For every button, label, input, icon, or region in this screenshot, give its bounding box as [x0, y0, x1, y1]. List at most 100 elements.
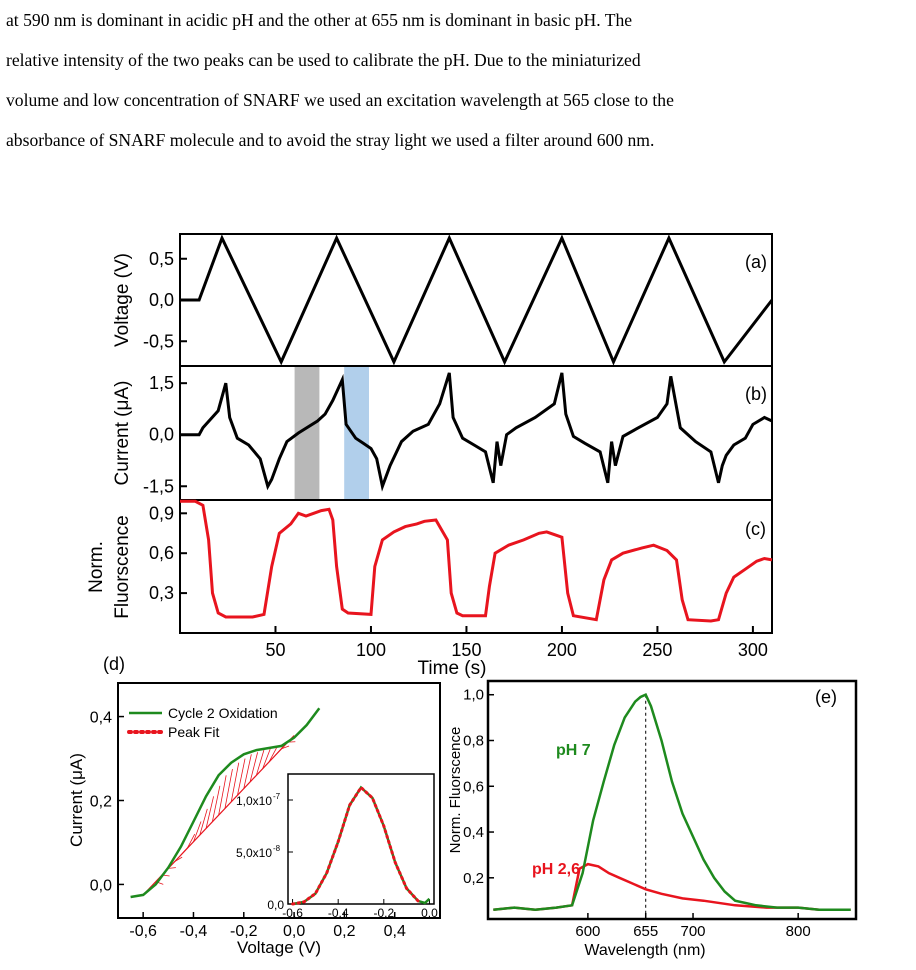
panel-e-xticks: 600 655 700 800: [575, 913, 811, 940]
xtick-label: 0,0: [283, 923, 305, 940]
panel-a: 0,5 0,0 -0,5 (a) Voltage (V): [112, 233, 774, 367]
panel-b: 1,5 0,0 -1,5 (b) Current (μA): [112, 365, 773, 501]
hatch-line: [249, 752, 259, 783]
inset-ytick-label: 0,0: [267, 898, 284, 912]
xtick-label: -0,6: [129, 923, 157, 940]
panel-c-ylabel-1: Norm.: [86, 541, 107, 593]
highlight-blue: [344, 367, 369, 499]
hatch-line: [211, 785, 221, 822]
panel-d-yticks: 0,4 0,2 0,0: [90, 710, 124, 894]
panel-e-ylabel: Norm. Fluorscence: [447, 727, 464, 854]
inset-xtick-label: -0,6: [282, 906, 303, 920]
inset-fit-line: [291, 785, 420, 906]
ph7-spectrum: [493, 693, 851, 912]
ytick-label: 0,2: [463, 870, 484, 887]
inset-xticks: -0,6 -0,4 -0,2 0,0: [282, 899, 438, 920]
xtick-label: 200: [547, 640, 577, 660]
inset-ytick-exponent: -7: [273, 792, 281, 801]
hatch-line: [186, 833, 196, 849]
ytick-label: 0,8: [463, 733, 484, 750]
xtick-label: 250: [642, 640, 672, 660]
xtick-label: 300: [738, 640, 768, 660]
peak-area-hatch: [155, 741, 296, 885]
inset-frame: [287, 773, 435, 905]
hatch-line: [224, 768, 233, 809]
panel-e-xlabel: Wavelength (nm): [584, 942, 705, 959]
hatch-line: [199, 808, 208, 836]
hatch-line: [262, 748, 271, 769]
paragraph-line: relative intensity of the two peaks can …: [6, 50, 641, 70]
paragraph-line: absorbance of SNARF molecule and to avoi…: [6, 130, 655, 150]
panel-e-yticks: 1,0 0,8 0,6 0,4 0,2: [463, 687, 494, 887]
ytick-label: -1,5: [143, 476, 174, 496]
xtick-label: -0,4: [180, 923, 208, 940]
panel-label-d: (d): [103, 654, 125, 674]
panel-c-frame: [179, 499, 773, 634]
panel-d-ylabel: Current (μA): [67, 753, 86, 847]
ytick-label: 0,6: [463, 778, 484, 795]
hatch-line: [168, 867, 176, 869]
hatch-line: [193, 821, 202, 842]
xtick-label: 0,2: [333, 923, 355, 940]
panel-c-yticks: 0,9 0,6 0,3: [149, 503, 187, 603]
inset-xtick-label: 0,0: [421, 906, 438, 920]
panel-b-yticks: 1,5 0,0 -1,5: [143, 373, 187, 496]
xtick-label: -0,2: [230, 923, 258, 940]
hatch-line: [255, 750, 265, 776]
inset-ytick-label: 5,0x10: [236, 846, 272, 860]
xtick-label: 800: [786, 923, 811, 940]
inset-ytick-exponent: -8: [273, 844, 281, 853]
panel-d-xlabel: Voltage (V): [237, 938, 321, 957]
xtick-label: 50: [265, 640, 285, 660]
series-label-ph26: pH 2,6: [532, 861, 580, 878]
panel-label-a: (a): [745, 252, 767, 272]
series-label-ph7: pH 7: [556, 742, 591, 759]
xtick-label: 655: [633, 923, 658, 940]
ytick-label: -0,5: [143, 331, 174, 351]
hatch-line: [218, 775, 227, 816]
fluorescence-line: [180, 499, 773, 623]
xtick-label: 700: [681, 923, 706, 940]
inset-ytick-label: 1,0x10: [236, 794, 272, 808]
panel-c: 0,9 0,6 0,3 50 100 150 200 250 300 (c) Norm. Fl…: [86, 499, 773, 679]
ytick-label: 0,0: [149, 425, 174, 445]
xtick-label: 100: [356, 640, 386, 660]
inset-yticks: 1,0x10 -7 5,0x10 -8 0,0: [236, 792, 293, 912]
panel-c-xlabel: Time (s): [418, 658, 487, 679]
panel-c-ylabel-2: Fluorscence: [112, 515, 133, 619]
ytick-label: 1,0: [463, 687, 484, 704]
panel-label-b: (b): [745, 384, 767, 404]
ytick-label: 0,3: [149, 583, 174, 603]
hatch-line: [243, 754, 252, 789]
ytick-label: 1,5: [149, 373, 174, 393]
legend-cycle-label: Cycle 2 Oxidation: [168, 705, 278, 721]
xtick-label: 0,4: [384, 923, 406, 940]
legend-fit-label: Peak Fit: [168, 724, 219, 740]
xtick-label: 600: [575, 923, 600, 940]
paragraph-line: at 590 nm is dominant in acidic pH and t…: [6, 10, 633, 30]
hatch-line: [205, 796, 214, 829]
panel-e-frame: [486, 679, 858, 921]
ytick-label: 0,0: [149, 290, 174, 310]
voltage-line: [180, 234, 774, 366]
ytick-label: 0,5: [149, 249, 174, 269]
ytick-label: 0,0: [90, 877, 112, 894]
panel-e: 1,0 0,8 0,6 0,4 0,2 600 655 700 800 pH 7 pH 2,6…: [447, 679, 858, 959]
ytick-label: 0,6: [149, 543, 174, 563]
panel-label-c: (c): [745, 519, 766, 539]
panel-b-ylabel: Current (μA): [112, 381, 133, 486]
ytick-label: 0,4: [463, 824, 484, 841]
paragraph-line: volume and low concentration of SNARF we…: [6, 90, 674, 110]
panel-c-xticks: 50 100 150 200 250 300: [265, 626, 768, 660]
oxidation-line: [130, 707, 321, 899]
panel-b-frame: [179, 365, 773, 501]
xtick-label: 150: [451, 640, 481, 660]
hatch-line: [268, 747, 277, 763]
panel-label-e: (e): [815, 687, 837, 707]
body-paragraph: at 590 nm is dominant in acidic pH and t…: [6, 0, 910, 160]
hatch-line: [230, 762, 240, 802]
inset-xtick-label: -0,2: [373, 906, 394, 920]
panel-a-ylabel: Voltage (V): [112, 253, 133, 347]
ytick-label: 0,2: [90, 794, 112, 811]
